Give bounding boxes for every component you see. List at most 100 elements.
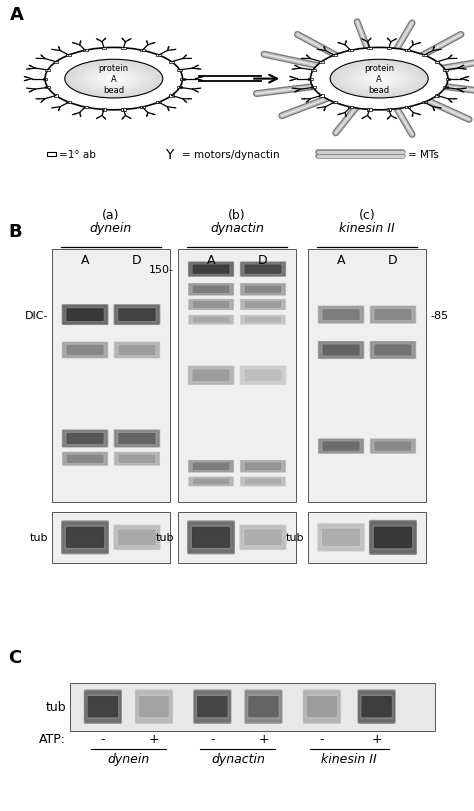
FancyBboxPatch shape: [85, 692, 120, 722]
Bar: [54, 95, 58, 97]
FancyBboxPatch shape: [319, 440, 362, 453]
FancyBboxPatch shape: [64, 343, 107, 358]
FancyBboxPatch shape: [64, 432, 106, 446]
FancyBboxPatch shape: [68, 346, 102, 354]
FancyBboxPatch shape: [194, 303, 228, 308]
FancyBboxPatch shape: [64, 525, 106, 551]
Bar: [101, 48, 106, 49]
FancyBboxPatch shape: [192, 286, 229, 294]
FancyBboxPatch shape: [319, 307, 363, 323]
FancyBboxPatch shape: [324, 443, 358, 450]
FancyBboxPatch shape: [193, 478, 229, 485]
Ellipse shape: [359, 71, 400, 88]
FancyBboxPatch shape: [116, 343, 158, 358]
Bar: [332, 55, 337, 57]
FancyBboxPatch shape: [323, 310, 359, 320]
FancyBboxPatch shape: [240, 315, 286, 325]
FancyBboxPatch shape: [245, 302, 281, 308]
Ellipse shape: [375, 78, 383, 81]
FancyBboxPatch shape: [67, 309, 103, 321]
FancyBboxPatch shape: [193, 371, 229, 381]
FancyBboxPatch shape: [374, 526, 412, 549]
Bar: [308, 79, 313, 80]
FancyBboxPatch shape: [119, 531, 154, 544]
Bar: [443, 88, 447, 89]
FancyBboxPatch shape: [118, 345, 155, 356]
Text: -85: -85: [430, 311, 448, 320]
Polygon shape: [449, 101, 452, 103]
Polygon shape: [318, 50, 321, 51]
Text: kinesin II: kinesin II: [339, 221, 395, 234]
Ellipse shape: [65, 60, 163, 99]
FancyBboxPatch shape: [240, 366, 286, 385]
Polygon shape: [52, 50, 55, 51]
FancyBboxPatch shape: [249, 698, 278, 715]
FancyBboxPatch shape: [246, 531, 280, 544]
FancyBboxPatch shape: [191, 462, 230, 471]
Bar: [405, 50, 410, 52]
FancyBboxPatch shape: [192, 265, 230, 275]
FancyBboxPatch shape: [373, 440, 413, 453]
FancyBboxPatch shape: [188, 461, 234, 473]
Text: =1° ab: =1° ab: [59, 150, 96, 160]
FancyBboxPatch shape: [115, 343, 159, 358]
FancyBboxPatch shape: [243, 529, 283, 547]
FancyBboxPatch shape: [118, 455, 155, 463]
FancyBboxPatch shape: [358, 691, 395, 723]
FancyBboxPatch shape: [320, 308, 362, 322]
FancyBboxPatch shape: [194, 371, 228, 380]
Polygon shape: [393, 118, 396, 119]
FancyBboxPatch shape: [372, 440, 414, 453]
FancyBboxPatch shape: [189, 367, 234, 385]
FancyBboxPatch shape: [319, 343, 363, 358]
Polygon shape: [393, 40, 396, 41]
FancyBboxPatch shape: [240, 477, 286, 487]
Polygon shape: [432, 48, 435, 49]
FancyBboxPatch shape: [245, 478, 282, 485]
FancyBboxPatch shape: [322, 529, 360, 547]
Polygon shape: [345, 116, 347, 117]
FancyBboxPatch shape: [363, 698, 391, 715]
Polygon shape: [27, 69, 30, 71]
FancyBboxPatch shape: [188, 522, 234, 553]
Bar: [140, 50, 145, 52]
Bar: [43, 79, 47, 80]
Text: +: +: [258, 732, 269, 745]
Bar: [83, 50, 88, 52]
FancyBboxPatch shape: [374, 528, 411, 547]
FancyBboxPatch shape: [241, 478, 285, 487]
FancyBboxPatch shape: [62, 305, 109, 326]
FancyBboxPatch shape: [65, 454, 104, 464]
FancyBboxPatch shape: [89, 698, 117, 715]
Bar: [367, 48, 372, 49]
Ellipse shape: [89, 70, 138, 89]
Bar: [319, 95, 324, 97]
Bar: [70, 683, 435, 731]
FancyBboxPatch shape: [245, 463, 282, 470]
Polygon shape: [188, 99, 191, 101]
FancyBboxPatch shape: [87, 694, 119, 719]
Ellipse shape: [109, 78, 118, 81]
FancyBboxPatch shape: [242, 528, 284, 547]
Ellipse shape: [85, 68, 142, 91]
Bar: [319, 62, 324, 64]
FancyBboxPatch shape: [322, 529, 360, 547]
FancyBboxPatch shape: [245, 317, 281, 324]
FancyBboxPatch shape: [62, 453, 108, 466]
Text: tub: tub: [155, 533, 174, 543]
Polygon shape: [387, 39, 390, 41]
Bar: [311, 70, 316, 72]
FancyBboxPatch shape: [322, 345, 360, 356]
Polygon shape: [453, 99, 457, 101]
Bar: [348, 107, 353, 109]
FancyBboxPatch shape: [195, 693, 229, 720]
FancyBboxPatch shape: [120, 310, 154, 320]
Bar: [140, 107, 145, 109]
FancyBboxPatch shape: [117, 453, 157, 465]
FancyBboxPatch shape: [191, 264, 230, 275]
FancyBboxPatch shape: [375, 345, 411, 356]
FancyBboxPatch shape: [321, 344, 361, 357]
FancyBboxPatch shape: [193, 317, 229, 324]
FancyBboxPatch shape: [360, 693, 393, 720]
FancyBboxPatch shape: [322, 310, 360, 321]
